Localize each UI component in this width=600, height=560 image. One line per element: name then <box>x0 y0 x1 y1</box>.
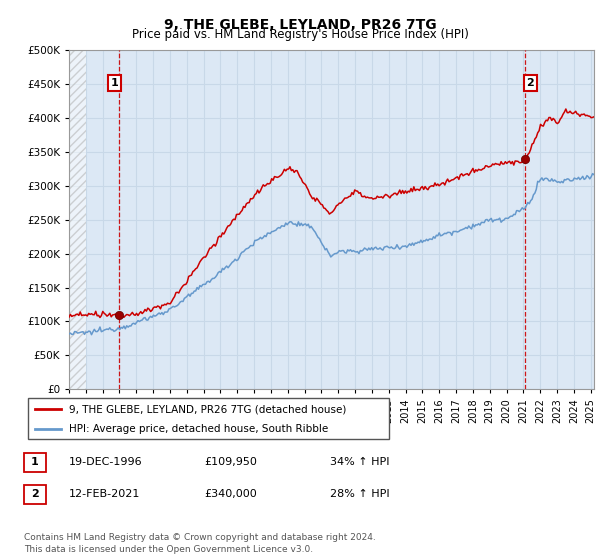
Text: £340,000: £340,000 <box>204 489 257 499</box>
Bar <box>69 50 86 389</box>
Text: 34% ↑ HPI: 34% ↑ HPI <box>330 457 389 467</box>
Text: HPI: Average price, detached house, South Ribble: HPI: Average price, detached house, Sout… <box>68 424 328 434</box>
Text: 12-FEB-2021: 12-FEB-2021 <box>69 489 140 499</box>
Text: 2: 2 <box>527 78 534 88</box>
Text: 1: 1 <box>110 78 118 88</box>
Text: 9, THE GLEBE, LEYLAND, PR26 7TG: 9, THE GLEBE, LEYLAND, PR26 7TG <box>164 18 436 32</box>
Text: 19-DEC-1996: 19-DEC-1996 <box>69 457 143 467</box>
FancyBboxPatch shape <box>28 399 389 439</box>
Text: 9, THE GLEBE, LEYLAND, PR26 7TG (detached house): 9, THE GLEBE, LEYLAND, PR26 7TG (detache… <box>68 404 346 414</box>
Text: Price paid vs. HM Land Registry's House Price Index (HPI): Price paid vs. HM Land Registry's House … <box>131 28 469 41</box>
Text: Contains HM Land Registry data © Crown copyright and database right 2024.
This d: Contains HM Land Registry data © Crown c… <box>24 533 376 554</box>
Text: 1: 1 <box>31 457 38 467</box>
Text: 2: 2 <box>31 489 38 499</box>
Text: 28% ↑ HPI: 28% ↑ HPI <box>330 489 389 499</box>
Text: £109,950: £109,950 <box>204 457 257 467</box>
